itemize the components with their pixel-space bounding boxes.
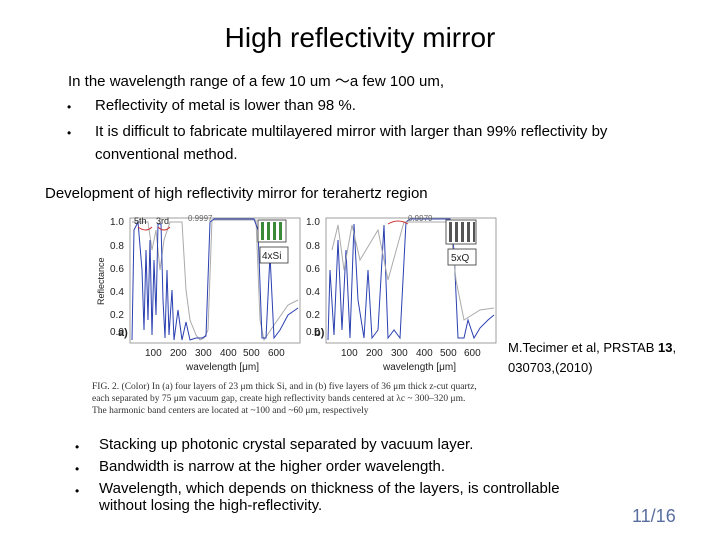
y-tick: 1.0 xyxy=(306,217,320,228)
panel-a-frame xyxy=(129,217,301,344)
panel-b-peak-value: 0.9979 xyxy=(408,214,433,223)
x-tick: 400 xyxy=(220,348,237,359)
panel-a-y-ticks: 1.0 0.8 0.6 0.4 0.2 0.0 xyxy=(110,217,124,338)
intro-bullet-2: It is difficult to fabricate multilayere… xyxy=(95,123,608,140)
reference-article: 030703,(2010) xyxy=(508,360,593,375)
x-tick: 200 xyxy=(366,348,383,359)
panel-b-x-label: wavelength [μm] xyxy=(382,362,456,373)
harmonic-marker xyxy=(387,220,409,225)
harmonic-label-3rd: 3rd xyxy=(156,216,169,226)
x-tick: 500 xyxy=(440,348,457,359)
bullet-dot: • xyxy=(75,462,80,476)
y-tick: 0.2 xyxy=(110,310,124,321)
x-tick: 400 xyxy=(416,348,433,359)
slide-title: High reflectivity mirror xyxy=(224,22,496,53)
bullet-dot: • xyxy=(75,484,80,498)
reflectance-figure: Reflectance 1.0 0.8 0.6 0.4 0.2 0.0 0.99… xyxy=(96,214,497,373)
y-tick: 0.6 xyxy=(110,264,124,275)
caption-line: The harmonic band centers are located at… xyxy=(92,406,369,416)
panel-a-legend: 4xSi xyxy=(262,251,281,262)
panel-a-label: a) xyxy=(118,327,128,339)
panel-a-x-label: wavelength [μm] xyxy=(185,362,259,373)
y-tick: 0.4 xyxy=(306,287,320,298)
x-tick: 300 xyxy=(391,348,408,359)
bullet-dot: • xyxy=(75,440,80,454)
y-tick: 0.6 xyxy=(306,264,320,275)
bullet-dot: • xyxy=(67,100,72,114)
bullet-dot: • xyxy=(67,126,72,140)
x-tick: 200 xyxy=(170,348,187,359)
intro-bullet-2-cont: conventional method. xyxy=(95,146,238,163)
panel-a-peak-value: 0.9997 xyxy=(188,214,213,223)
finding-1: Stacking up photonic crystal separated b… xyxy=(99,436,474,453)
panel-b-label: b) xyxy=(314,327,325,339)
harmonic-marker xyxy=(137,226,171,231)
layer-stack-icon-a xyxy=(257,219,287,243)
x-tick: 600 xyxy=(268,348,285,359)
y-tick: 0.8 xyxy=(110,241,124,252)
page-number: 11/16 xyxy=(632,506,676,526)
panel-b-blue-curve xyxy=(327,218,495,341)
panel-b-y-ticks: 1.0 0.8 0.6 0.4 0.2 0.0 xyxy=(306,217,320,338)
x-tick: 100 xyxy=(341,348,358,359)
y-tick: 0.2 xyxy=(306,310,320,321)
x-tick: 300 xyxy=(195,348,212,359)
panel-b-frame xyxy=(325,217,497,344)
x-tick: 100 xyxy=(145,348,162,359)
panel-b: 1.0 0.8 0.6 0.4 0.2 0.0 0.9979 5xQ b) xyxy=(306,214,497,373)
finding-2: Bandwidth is narrow at the higher order … xyxy=(99,458,446,475)
x-tick: 500 xyxy=(243,348,260,359)
y-axis-label: Reflectance xyxy=(96,257,106,305)
reference-volume: 13 xyxy=(658,340,673,355)
layer-stack-icon-b xyxy=(445,219,477,245)
figure-caption: FIG. 2. (Color) In (a) four layers of 23… xyxy=(92,381,512,417)
y-tick: 0.4 xyxy=(110,287,124,298)
x-tick: 600 xyxy=(464,348,481,359)
panel-b-legend: 5xQ xyxy=(451,253,470,264)
y-tick: 0.0 xyxy=(306,327,320,338)
reference-sep: , xyxy=(672,340,677,355)
reference-citation: M.Tecimer et al, PRSTAB 13, 030703,(2010… xyxy=(508,338,676,378)
reference-authors: M.Tecimer et al, PRSTAB xyxy=(508,340,659,355)
intro-line: In the wavelength range of a few 10 um ～… xyxy=(68,73,445,90)
panel-b-gray-curve xyxy=(331,221,495,321)
y-tick: 1.0 xyxy=(110,217,124,228)
finding-3-cont: without losing the high-reflectivity. xyxy=(99,497,323,514)
panel-b-x-ticks: 100 200 300 400 500 600 xyxy=(341,348,481,359)
harmonic-label-5th: 5th xyxy=(134,216,147,226)
panel-a-x-ticks: 100 200 300 400 500 600 xyxy=(145,348,285,359)
subheading: Development of high reflectivity mirror … xyxy=(45,185,428,202)
intro-bullet-1: Reflectivity of metal is lower than 98 %… xyxy=(95,97,356,114)
y-tick: 0.0 xyxy=(110,327,124,338)
caption-line: FIG. 2. (Color) In (a) four layers of 23… xyxy=(92,382,477,392)
panel-a-blue-curve xyxy=(131,218,299,341)
finding-3: Wavelength, which depends on thickness o… xyxy=(99,480,560,497)
caption-line: each separated by 75 μm vacuum gap, crea… xyxy=(92,394,466,404)
y-tick: 0.8 xyxy=(306,241,320,252)
panel-a: 1.0 0.8 0.6 0.4 0.2 0.0 0.9997 5th 3rd xyxy=(110,214,301,373)
